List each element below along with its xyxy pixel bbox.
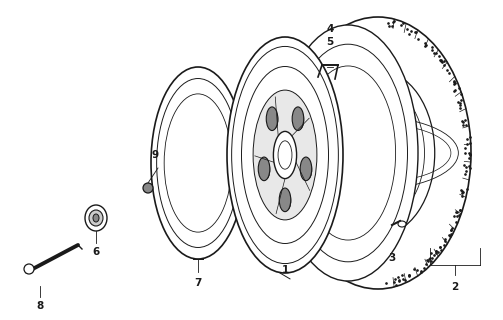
- Text: 6: 6: [93, 247, 100, 257]
- Ellipse shape: [278, 25, 418, 281]
- Ellipse shape: [285, 17, 471, 289]
- Ellipse shape: [24, 264, 34, 274]
- Text: 1: 1: [281, 265, 289, 275]
- Text: 4: 4: [326, 24, 333, 34]
- Ellipse shape: [151, 67, 245, 259]
- Ellipse shape: [232, 46, 339, 264]
- Ellipse shape: [302, 160, 312, 180]
- Ellipse shape: [93, 214, 99, 222]
- Ellipse shape: [300, 66, 395, 240]
- Ellipse shape: [143, 183, 153, 193]
- Ellipse shape: [266, 107, 278, 131]
- Ellipse shape: [268, 110, 278, 130]
- Ellipse shape: [274, 132, 297, 179]
- Ellipse shape: [85, 205, 107, 231]
- Text: 7: 7: [194, 278, 202, 288]
- Text: 5: 5: [326, 37, 333, 47]
- Ellipse shape: [300, 157, 312, 181]
- Ellipse shape: [292, 107, 304, 131]
- Ellipse shape: [260, 160, 270, 180]
- Ellipse shape: [281, 191, 291, 211]
- Ellipse shape: [156, 78, 239, 247]
- Ellipse shape: [398, 221, 406, 227]
- Ellipse shape: [253, 90, 317, 220]
- Ellipse shape: [258, 157, 270, 181]
- Text: 3: 3: [388, 253, 396, 263]
- Ellipse shape: [278, 141, 292, 169]
- Ellipse shape: [331, 85, 425, 221]
- Text: 2: 2: [451, 282, 459, 292]
- Text: 9: 9: [151, 150, 158, 160]
- Ellipse shape: [241, 67, 328, 244]
- Ellipse shape: [294, 110, 304, 130]
- Text: 8: 8: [36, 301, 44, 311]
- Ellipse shape: [164, 94, 232, 232]
- Ellipse shape: [321, 70, 435, 236]
- Ellipse shape: [289, 44, 407, 262]
- Ellipse shape: [279, 188, 291, 212]
- Ellipse shape: [89, 210, 103, 226]
- Ellipse shape: [227, 37, 343, 273]
